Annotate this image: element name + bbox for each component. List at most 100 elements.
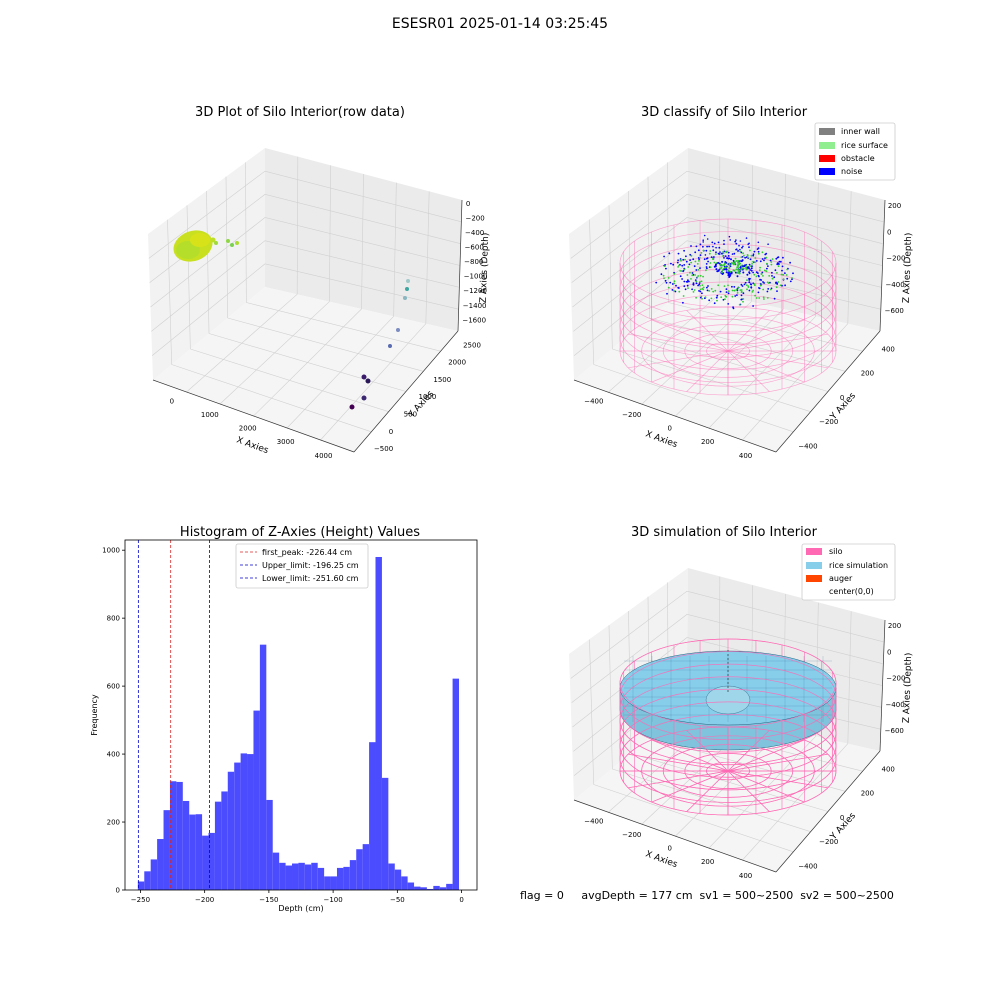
point bbox=[748, 289, 751, 292]
histogram-bar bbox=[259, 644, 267, 890]
point bbox=[786, 268, 789, 271]
point bbox=[739, 260, 741, 262]
classify-silo-wireframe bbox=[619, 218, 837, 396]
point bbox=[748, 271, 751, 274]
point bbox=[751, 263, 753, 265]
point bbox=[730, 262, 733, 264]
y-tick-label: 400 bbox=[882, 346, 895, 354]
point bbox=[702, 245, 704, 248]
histogram-bar bbox=[356, 849, 363, 890]
histogram-title: Histogram of Z-Axies (Height) Values bbox=[180, 525, 420, 540]
point bbox=[702, 288, 705, 291]
point bbox=[702, 241, 704, 243]
point bbox=[735, 288, 738, 291]
simulation-plot-axes bbox=[573, 619, 886, 873]
point bbox=[716, 294, 719, 297]
y-tick-label: 0 bbox=[389, 428, 393, 436]
point bbox=[759, 284, 762, 287]
point bbox=[784, 284, 786, 287]
point bbox=[766, 262, 768, 265]
point bbox=[789, 280, 792, 283]
point bbox=[697, 275, 700, 277]
point bbox=[697, 268, 700, 271]
point bbox=[691, 288, 693, 291]
point bbox=[752, 253, 755, 256]
histogram-bar bbox=[150, 859, 158, 890]
point bbox=[748, 279, 751, 281]
point bbox=[746, 279, 748, 281]
histogram-bar bbox=[169, 781, 177, 890]
point bbox=[740, 294, 743, 297]
point bbox=[737, 261, 739, 264]
point bbox=[740, 290, 743, 293]
point bbox=[678, 290, 681, 293]
point bbox=[744, 266, 747, 269]
point bbox=[660, 273, 663, 276]
y-tick-label: 0 bbox=[840, 814, 844, 822]
point bbox=[686, 281, 689, 283]
z-tick-label: −200 bbox=[886, 255, 905, 263]
point bbox=[771, 271, 773, 274]
point bbox=[757, 274, 760, 277]
point bbox=[722, 250, 725, 253]
point bbox=[665, 281, 668, 284]
point bbox=[775, 286, 778, 289]
point bbox=[757, 241, 760, 244]
point bbox=[673, 282, 676, 285]
point bbox=[694, 260, 697, 263]
point bbox=[735, 268, 738, 271]
point bbox=[777, 281, 780, 283]
point bbox=[722, 255, 724, 257]
histogram-bar bbox=[394, 869, 402, 890]
point bbox=[694, 274, 696, 276]
histogram-bar bbox=[426, 888, 434, 890]
silo-floor-ring bbox=[641, 735, 815, 807]
point bbox=[728, 235, 731, 238]
point bbox=[747, 286, 750, 288]
point bbox=[687, 279, 689, 282]
z-tick-label: −400 bbox=[885, 281, 904, 289]
point bbox=[682, 258, 685, 261]
point bbox=[703, 258, 706, 261]
point bbox=[693, 289, 696, 291]
point bbox=[695, 282, 698, 285]
silo-floor-spoke bbox=[651, 350, 729, 383]
raw-plot-z-label: Z Axies (Depth) bbox=[479, 233, 491, 304]
point bbox=[700, 295, 703, 298]
histogram-x-label: Depth (cm) bbox=[278, 904, 323, 913]
point bbox=[740, 251, 743, 254]
histogram-bar bbox=[420, 887, 427, 890]
point bbox=[698, 290, 700, 292]
point bbox=[725, 296, 728, 298]
point bbox=[702, 286, 705, 289]
point bbox=[768, 275, 771, 277]
simulation-plot-x-ticks: −400 −200 0 200 400 bbox=[584, 817, 752, 879]
point bbox=[742, 271, 745, 274]
point bbox=[741, 267, 744, 270]
point bbox=[753, 250, 756, 253]
histogram-bar bbox=[369, 742, 376, 890]
legend-label: first_peak: -226.44 cm bbox=[262, 548, 352, 557]
y-tick-label: 200 bbox=[861, 370, 874, 378]
point bbox=[773, 297, 776, 300]
y-tick-label: 1000 bbox=[419, 393, 437, 401]
histogram-bar bbox=[433, 885, 440, 890]
classify-plot-z-label: Z Axies (Depth) bbox=[902, 233, 914, 304]
histogram-bar bbox=[298, 862, 305, 890]
point bbox=[705, 249, 708, 252]
point bbox=[720, 296, 723, 299]
point bbox=[704, 254, 707, 256]
point bbox=[779, 284, 782, 287]
point bbox=[684, 288, 687, 291]
point bbox=[703, 234, 706, 237]
point bbox=[743, 264, 746, 267]
raw-plot-gridlines bbox=[148, 156, 462, 441]
point bbox=[740, 264, 743, 267]
z-tick-label: −400 bbox=[885, 701, 904, 709]
point bbox=[746, 273, 749, 276]
x-tick-label: 400 bbox=[739, 452, 752, 460]
point bbox=[727, 290, 730, 292]
